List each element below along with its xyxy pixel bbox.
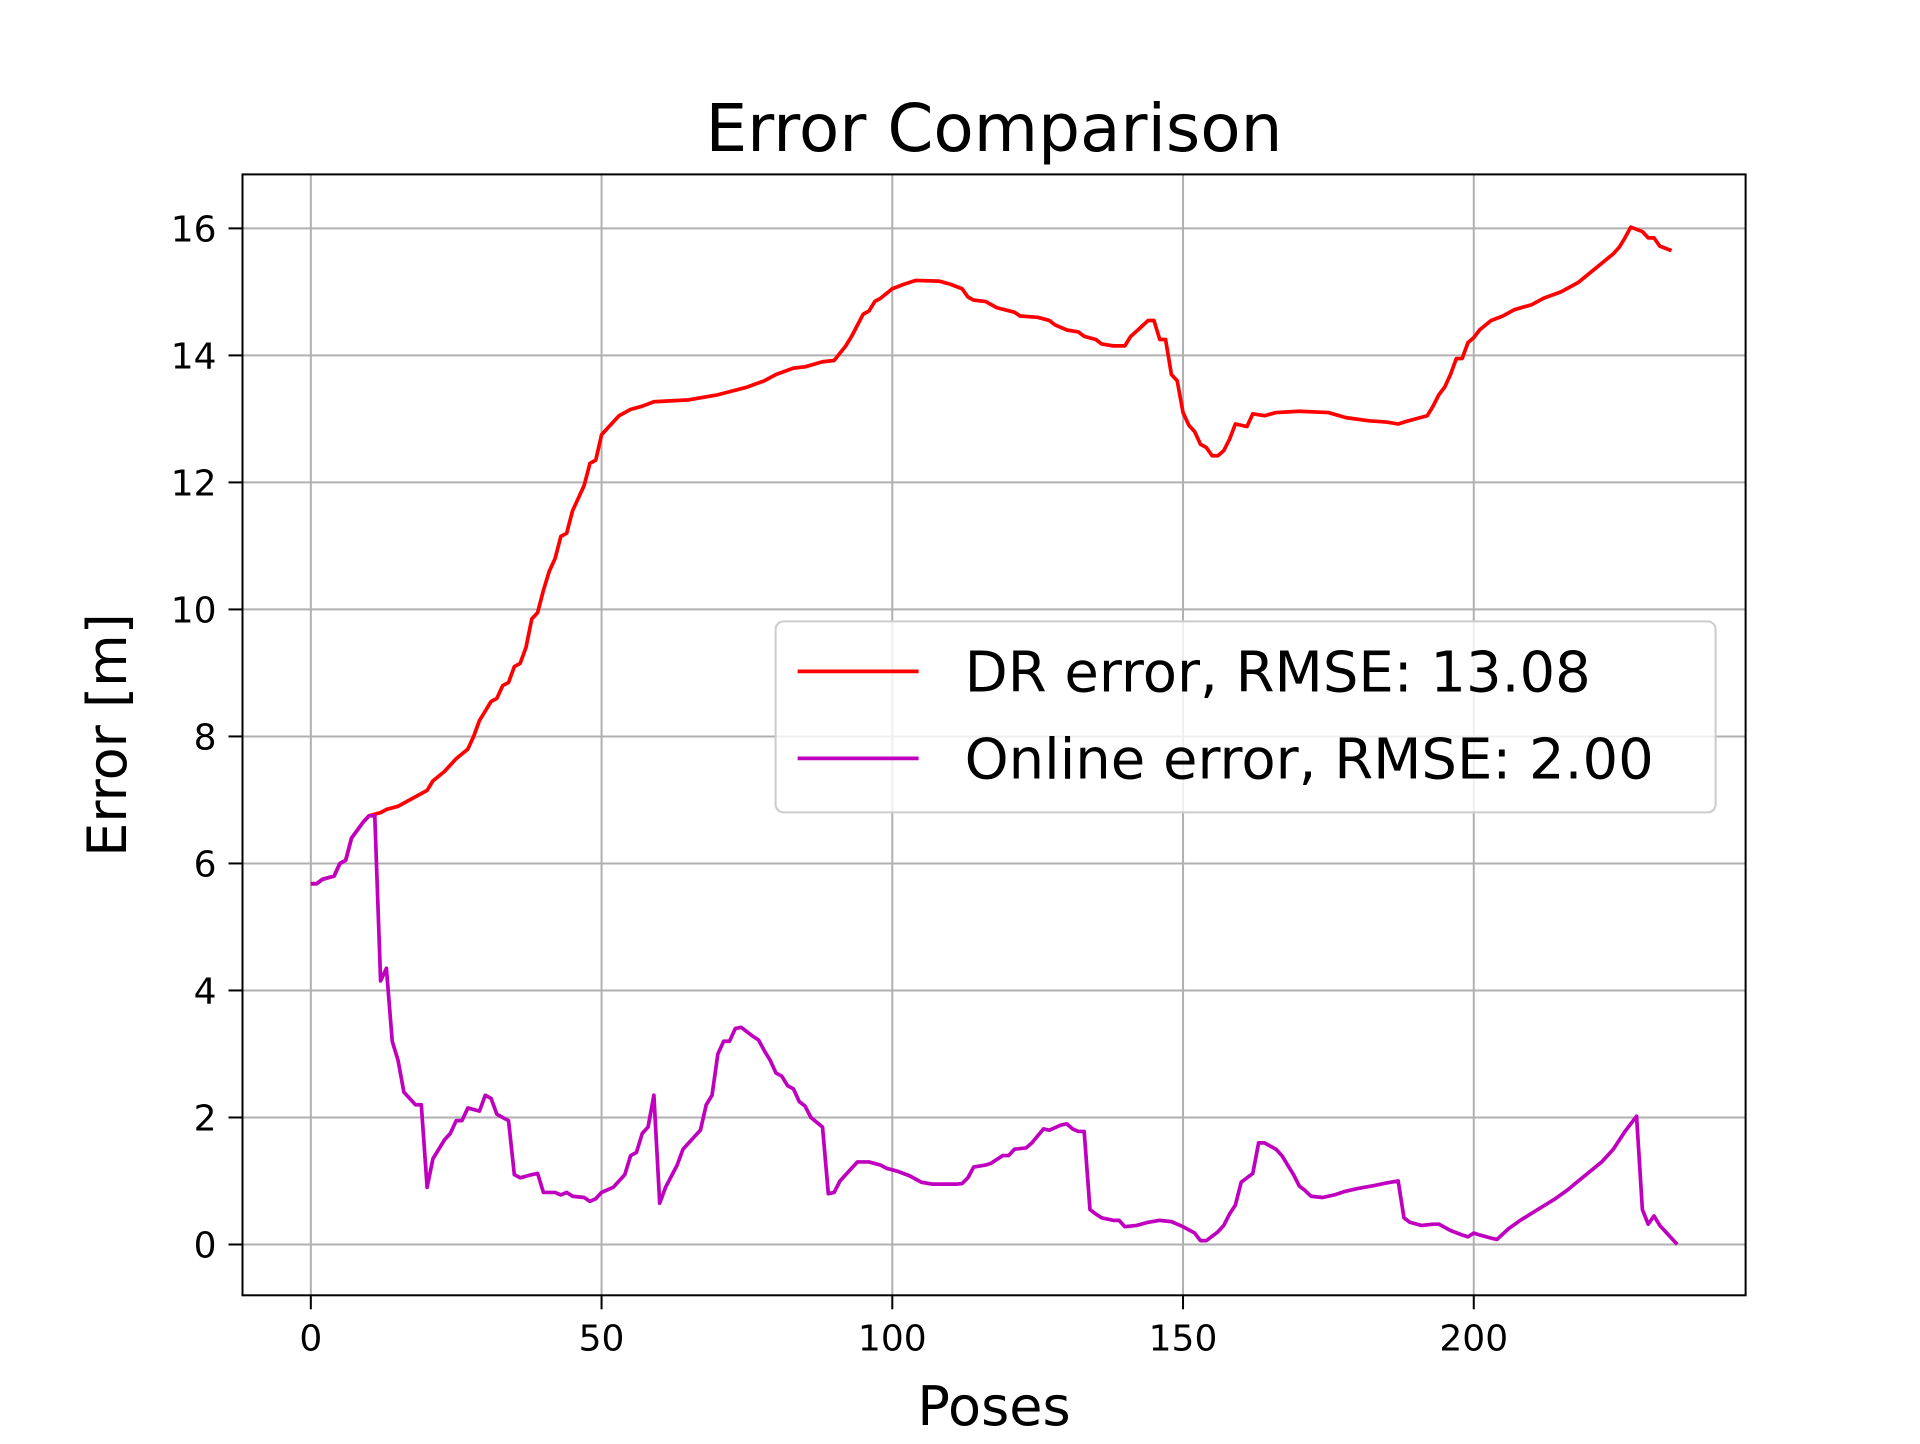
y-tick-label: 12 [171,463,217,504]
y-tick-label: 14 [171,336,217,377]
x-tick-label: 200 [1439,1318,1508,1359]
y-tick-label: 10 [171,590,217,631]
y-axis-label: Error [m] [76,613,139,857]
y-tick-label: 2 [194,1098,217,1139]
y-tick-label: 8 [194,717,217,758]
y-tick-label: 6 [194,844,217,885]
x-axis-label: Poses [917,1375,1070,1438]
legend-label: DR error, RMSE: 13.08 [965,640,1591,705]
x-tick-label: 100 [858,1318,927,1359]
y-tick-label: 16 [171,209,217,250]
y-tick-label: 4 [194,971,217,1012]
chart-title: Error Comparison [705,90,1282,167]
legend-label: Online error, RMSE: 2.00 [965,727,1654,792]
axes-frame [241,173,1747,1297]
x-tick-label: 150 [1149,1318,1218,1359]
data-line [310,813,1679,1246]
legend-box [774,620,1717,814]
data-line [310,225,1673,886]
ticks: 0 50 100 150 200 0 2 4 6 8 10 12 14 16 [171,209,1508,1359]
y-tick-label: 0 [194,1225,217,1266]
legend: DR error, RMSE: 13.08 Online error, RMSE:… [774,620,1717,814]
x-tick-label: 50 [579,1318,625,1359]
x-tick-label: 0 [299,1318,322,1359]
plot-lines [310,225,1679,1246]
